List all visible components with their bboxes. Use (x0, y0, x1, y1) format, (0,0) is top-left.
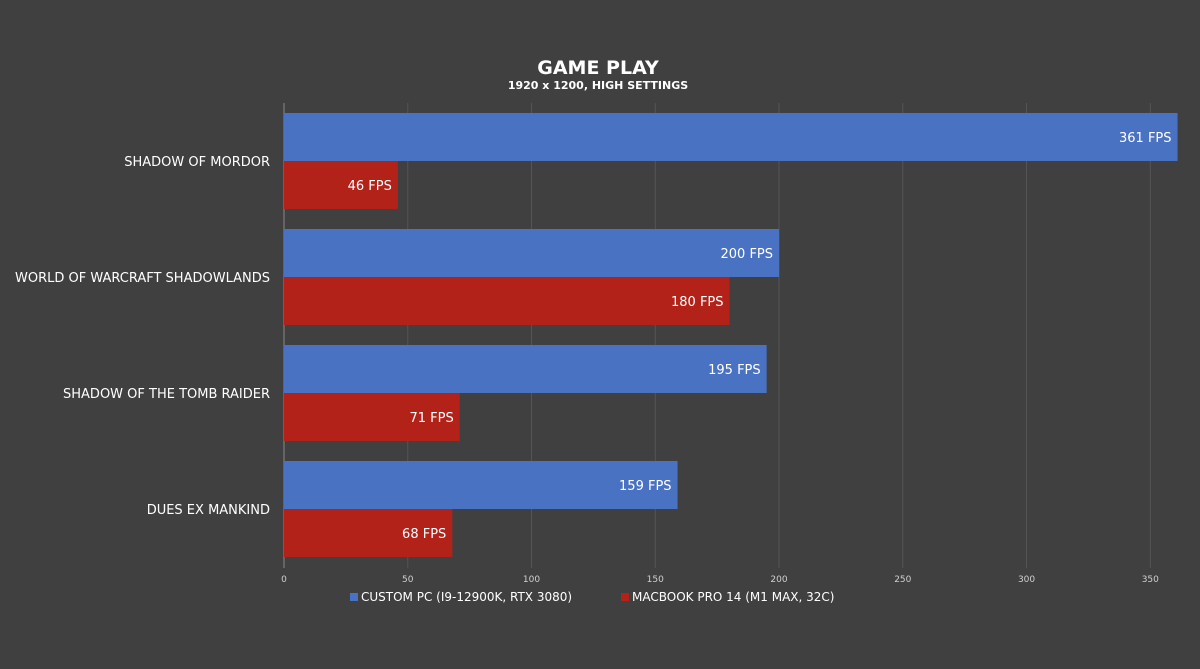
bar-macbook-1 (284, 277, 730, 325)
category-label: SHADOW OF THE TOMB RAIDER (63, 387, 270, 402)
legend: CUSTOM PC (I9-12900K, RTX 3080) MACBOOK P… (350, 590, 834, 604)
legend-swatch-custom-pc (350, 593, 358, 601)
data-label: 71 FPS (409, 411, 453, 426)
x-tick-label: 300 (1018, 575, 1035, 585)
x-tick-label: 0 (281, 575, 287, 585)
category-label: WORLD OF WARCRAFT SHADOWLANDS (15, 271, 270, 286)
chart-subtitle: 1920 x 1200, HIGH SETTINGS (508, 79, 688, 92)
bar-custom-pc-3 (284, 461, 678, 509)
bar-custom-pc-2 (284, 345, 767, 393)
bars (284, 113, 1178, 557)
bar-macbook-3 (284, 509, 453, 557)
x-tick-label: 100 (523, 575, 540, 585)
data-label: 46 FPS (348, 179, 392, 194)
data-label: 180 FPS (671, 295, 724, 310)
data-label: 361 FPS (1119, 131, 1172, 146)
data-label: 195 FPS (708, 363, 761, 378)
x-tick-labels: 0 50 100 150 200 250 300 350 (281, 575, 1159, 585)
legend-swatch-macbook (621, 593, 629, 601)
data-label: 159 FPS (619, 479, 672, 494)
data-label: 68 FPS (402, 527, 446, 542)
legend-label: CUSTOM PC (I9-12900K, RTX 3080) (361, 590, 572, 604)
category-label: SHADOW OF MORDOR (124, 155, 270, 170)
bar-custom-pc-1 (284, 229, 780, 277)
x-tick-label: 200 (770, 575, 787, 585)
bar-macbook-0 (284, 161, 398, 209)
bar-custom-pc-0 (284, 113, 1178, 161)
legend-label: MACBOOK PRO 14 (M1 MAX, 32C) (632, 590, 834, 604)
category-labels: SHADOW OF MORDOR WORLD OF WARCRAFT SHADOW… (15, 155, 270, 518)
x-tick-label: 150 (647, 575, 664, 585)
bar-macbook-2 (284, 393, 460, 441)
x-tick-label: 250 (894, 575, 911, 585)
gridlines (283, 103, 1151, 568)
data-label: 200 FPS (721, 247, 774, 262)
x-tick-label: 50 (402, 575, 414, 585)
category-label: DUES EX MANKIND (147, 503, 270, 518)
data-labels: 361 FPS 46 FPS 200 FPS 180 FPS 195 FPS 71 FPS… (348, 131, 1172, 542)
chart-title: GAME PLAY (537, 57, 659, 79)
x-tick-label: 350 (1142, 575, 1159, 585)
